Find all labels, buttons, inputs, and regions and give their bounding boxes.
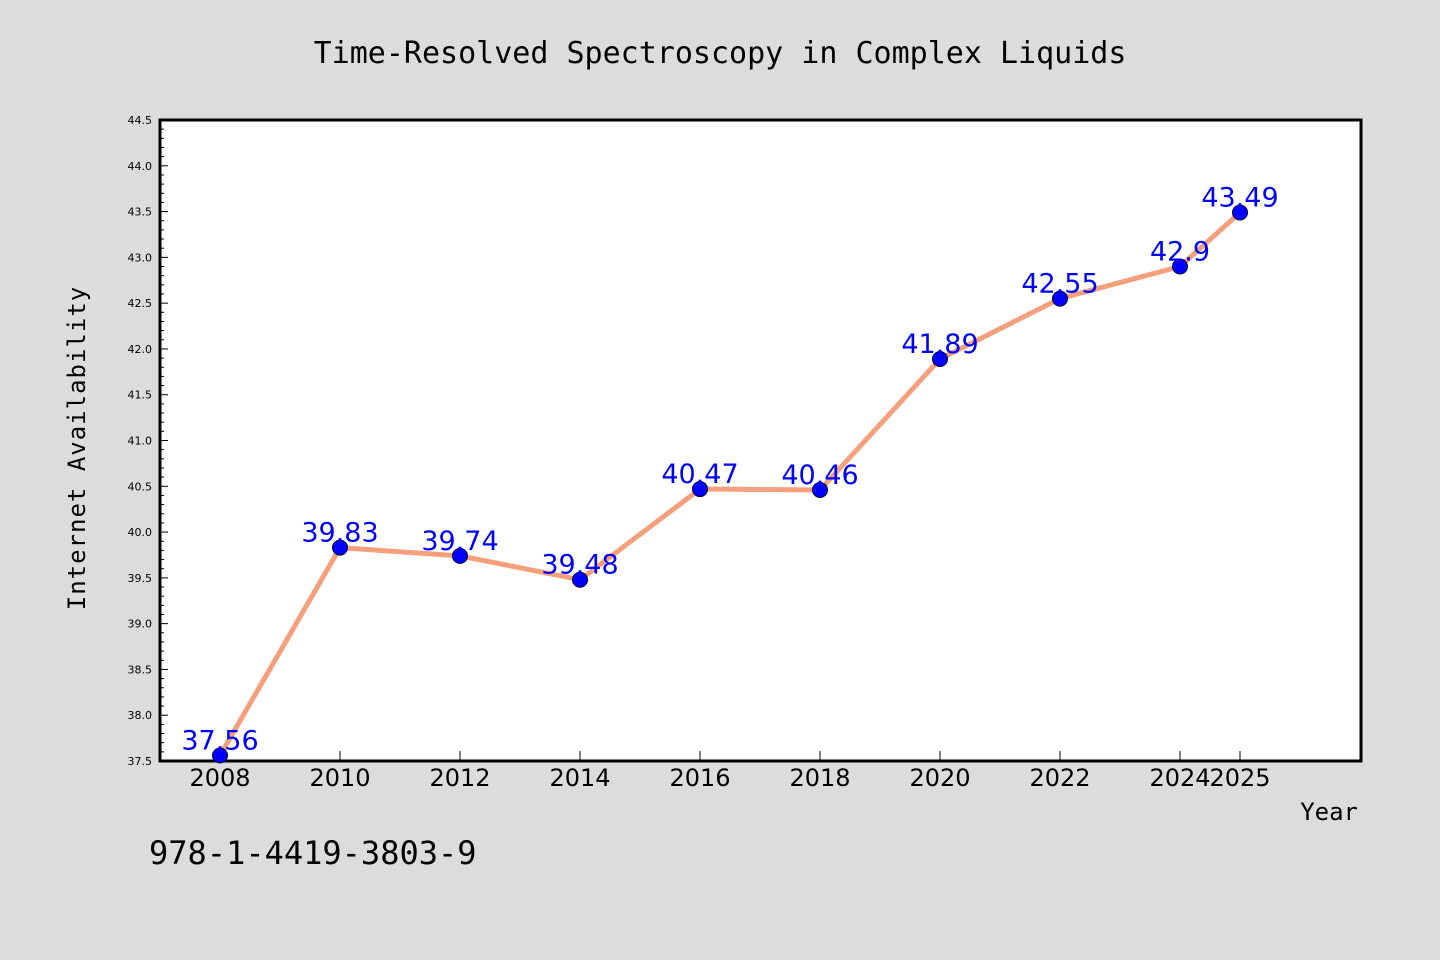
data-label: 41.89 — [901, 329, 978, 360]
y-tick-label: 41.0 — [128, 435, 153, 448]
x-tick-label: 2014 — [549, 764, 610, 792]
x-tick-label: 2025 — [1209, 764, 1270, 792]
y-tick-label: 43.5 — [128, 206, 153, 219]
data-label: 39.48 — [541, 550, 618, 581]
series-line — [217, 209, 1243, 759]
plot-area — [158, 118, 1363, 763]
x-tick-label: 2010 — [309, 764, 370, 792]
y-axis: 37.5 38.0 38.5 39.0 39.5 40.0 40.5 41.0 41.5 42.0… — [128, 114, 168, 768]
x-tick-label: 2016 — [669, 764, 730, 792]
y-tick-label: 41.5 — [128, 389, 153, 402]
data-point — [1232, 204, 1248, 221]
y-tick-label: 40.0 — [128, 526, 153, 539]
data-label: 42.9 — [1150, 237, 1210, 268]
series — [212, 204, 1248, 764]
data-point — [692, 481, 708, 498]
y-tick-label: 38.5 — [128, 663, 153, 676]
x-axis-label: Year — [1300, 798, 1358, 826]
data-label: 37.56 — [181, 726, 258, 757]
y-tick-label: 39.5 — [128, 572, 153, 585]
data-point — [452, 547, 468, 564]
data-label: 39.83 — [301, 518, 378, 549]
y-tick-label: 39.0 — [128, 618, 153, 631]
x-tick-label: 2024 — [1149, 764, 1210, 792]
data-label: 39.74 — [421, 526, 498, 557]
x-tick-label: 2012 — [429, 764, 490, 792]
y-tick-label: 42.0 — [128, 343, 153, 356]
data-label: 40.46 — [781, 460, 858, 491]
data-point — [1172, 258, 1188, 275]
data-point — [932, 351, 948, 368]
data-point — [332, 539, 348, 556]
data-label: 40.47 — [661, 459, 738, 490]
data-point — [1052, 290, 1068, 307]
data-labels: 37.56 39.83 39.74 39.48 40.47 40.46 41.89 42.55… — [181, 182, 1278, 756]
y-tick-label: 37.5 — [128, 755, 153, 768]
x-tick-label: 2022 — [1029, 764, 1090, 792]
y-tick-label: 38.0 — [128, 709, 153, 722]
x-tick-label: 2020 — [909, 764, 970, 792]
data-point — [212, 747, 228, 764]
y-axis-label: Internet Availability — [63, 286, 91, 610]
x-tick-label: 2018 — [789, 764, 850, 792]
isbn-text: 978-1-4419-3803-9 — [149, 834, 477, 872]
y-tick-label: 40.5 — [128, 480, 153, 493]
data-point — [812, 481, 828, 498]
y-tick-label: 42.5 — [128, 297, 153, 310]
x-tick-label: 2008 — [189, 764, 250, 792]
data-point — [572, 571, 588, 588]
chart-title: Time-Resolved Spectroscopy in Complex Li… — [314, 36, 1127, 71]
y-tick-label: 43.0 — [128, 251, 153, 264]
y-tick-label: 44.5 — [128, 114, 153, 127]
data-label: 43.49 — [1201, 182, 1278, 213]
y-tick-label: 44.0 — [128, 160, 153, 173]
data-label: 42.55 — [1021, 269, 1098, 300]
